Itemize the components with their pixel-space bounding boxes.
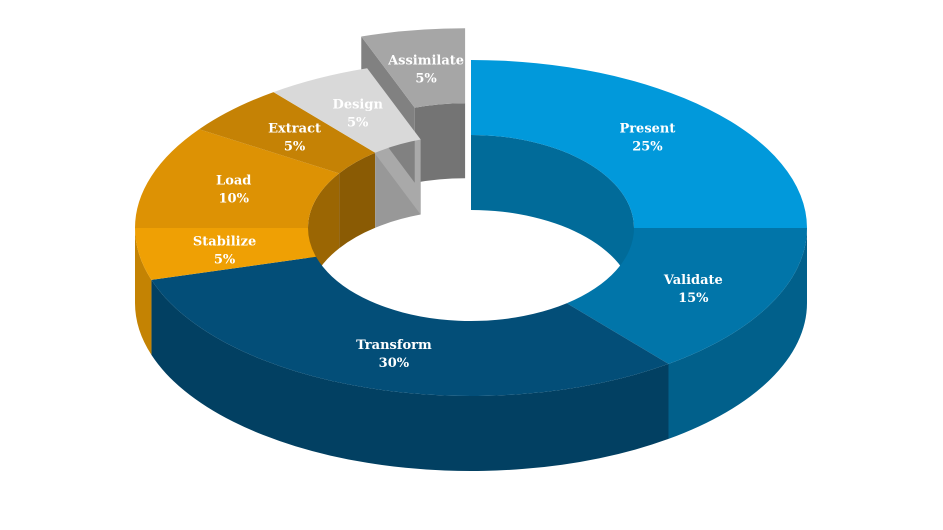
value-design: 5%: [347, 116, 369, 131]
value-extract: 5%: [284, 140, 306, 155]
label-load: Load: [216, 174, 251, 189]
inner-wall-present: [471, 135, 634, 303]
inner-wall-assimilate: [414, 103, 466, 183]
slice-present: [471, 60, 807, 228]
slice-validate: [566, 228, 807, 364]
slice-stabilize: [135, 228, 316, 280]
label-stabilize: Stabilize: [193, 234, 256, 249]
label-transform: Transform: [356, 338, 432, 353]
label-present: Present: [619, 122, 675, 137]
slice-assimilate: [361, 28, 466, 108]
label-extract: Extract: [268, 122, 321, 137]
value-assimilate: 5%: [415, 71, 437, 86]
slice-design: [273, 68, 421, 153]
outer-wall-stabilize: [135, 228, 152, 355]
outer-walls: [135, 228, 807, 471]
value-stabilize: 5%: [214, 252, 236, 267]
inner-wall-extract: [339, 152, 376, 249]
value-present: 25%: [632, 140, 663, 155]
value-transform: 30%: [379, 356, 410, 371]
slice-extract: [199, 92, 376, 174]
slice-tops: [135, 28, 807, 397]
label-validate: Validate: [663, 273, 723, 288]
value-validate: 15%: [678, 291, 709, 306]
label-assimilate: Assimilate: [387, 53, 464, 68]
slice-load: [135, 129, 340, 228]
outer-wall-validate: [668, 228, 807, 439]
outer-wall-transform: [151, 279, 669, 471]
value-load: 10%: [218, 192, 249, 207]
label-design: Design: [333, 98, 384, 113]
slice-labels: Present 25% Validate 15% Transform 30% Stabili…: [193, 53, 723, 371]
slice-transform: [151, 256, 669, 397]
